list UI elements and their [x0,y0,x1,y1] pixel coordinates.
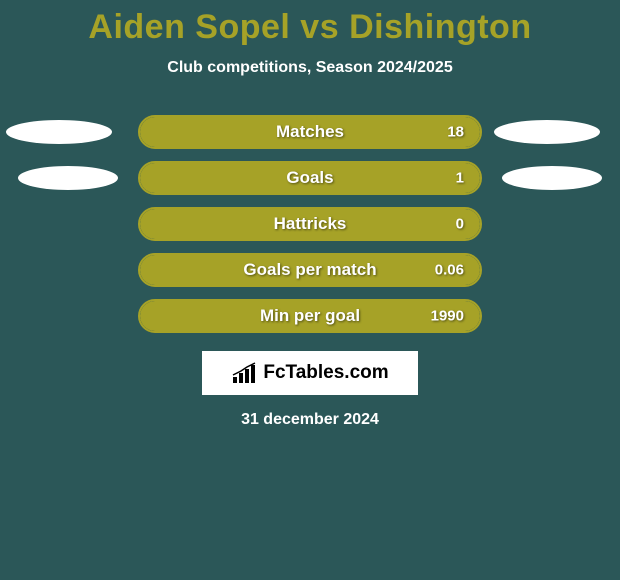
player-right-ellipse [494,120,600,144]
stat-label: Goals per match [243,260,376,280]
stat-value: 1 [456,170,464,187]
chart-icon [231,361,259,385]
stat-bar: Min per goal 1990 [138,299,482,333]
stat-value: 18 [447,124,464,141]
stat-row-min-per-goal: Min per goal 1990 [0,299,620,333]
stat-label: Goals [286,168,333,188]
stat-bar: Goals per match 0.06 [138,253,482,287]
page-subtitle: Club competitions, Season 2024/2025 [0,59,620,77]
logo-text: FcTables.com [263,362,388,384]
player-right-ellipse [502,166,602,190]
player-left-ellipse [18,166,118,190]
stat-label: Min per goal [260,306,360,326]
stat-bar: Goals 1 [138,161,482,195]
player-left-ellipse [6,120,112,144]
stat-row-hattricks: Hattricks 0 [0,207,620,241]
stat-bar: Hattricks 0 [138,207,482,241]
stat-label: Matches [276,122,344,142]
stat-bar: Matches 18 [138,115,482,149]
stat-row-matches: Matches 18 [0,115,620,149]
page-title: Aiden Sopel vs Dishington [0,0,620,47]
stat-row-goals-per-match: Goals per match 0.06 [0,253,620,287]
stats-content: Matches 18 Goals 1 Hattricks 0 Goals per… [0,115,620,429]
logo-box: FcTables.com [202,351,418,395]
stat-value: 0 [456,216,464,233]
date-text: 31 december 2024 [0,411,620,429]
stat-value: 0.06 [435,262,464,279]
stat-value: 1990 [431,308,464,325]
stat-label: Hattricks [274,214,347,234]
stat-row-goals: Goals 1 [0,161,620,195]
